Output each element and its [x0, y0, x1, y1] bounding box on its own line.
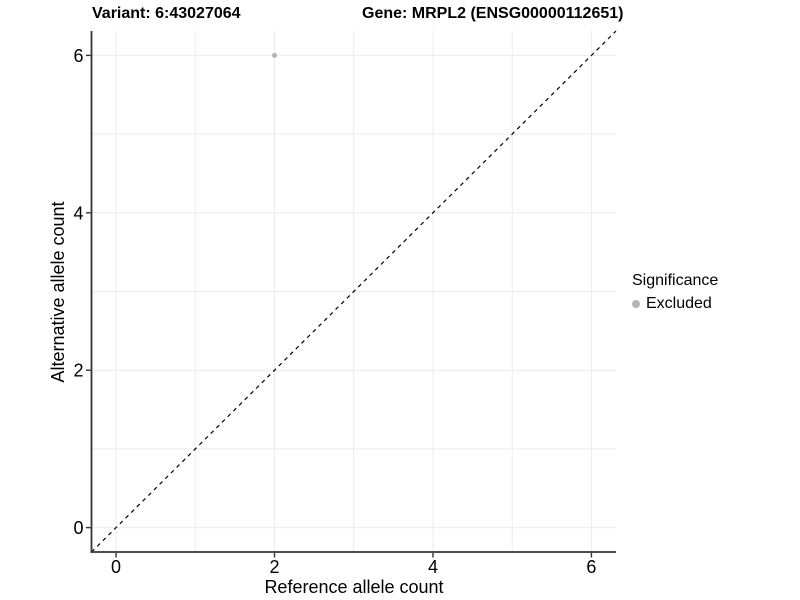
y-tick-label: 2: [73, 361, 83, 381]
plot-title-gene: Gene: MRPL2 (ENSG00000112651): [362, 5, 624, 22]
excluded-point-icon: [632, 299, 640, 308]
legend-item-excluded: Excluded: [632, 294, 718, 313]
legend-item-label: Excluded: [646, 295, 712, 312]
x-tick-label: 6: [586, 557, 596, 577]
data-point-excluded: [272, 52, 278, 58]
legend: Significance Excluded: [632, 271, 718, 313]
identity-line: [91, 30, 617, 553]
x-tick-label: 4: [428, 557, 438, 577]
y-axis-title: Alternative allele count: [48, 201, 68, 383]
y-tick-label: 6: [73, 46, 83, 66]
x-tick-label: 0: [111, 557, 121, 577]
y-tick-label: 4: [73, 203, 83, 223]
legend-title: Significance: [632, 272, 719, 289]
x-tick-label: 2: [270, 557, 280, 577]
plot-title-variant: Variant: 6:43027064: [92, 5, 241, 22]
x-axis-title: Reference allele count: [264, 577, 444, 597]
y-tick-label: 0: [73, 518, 83, 538]
